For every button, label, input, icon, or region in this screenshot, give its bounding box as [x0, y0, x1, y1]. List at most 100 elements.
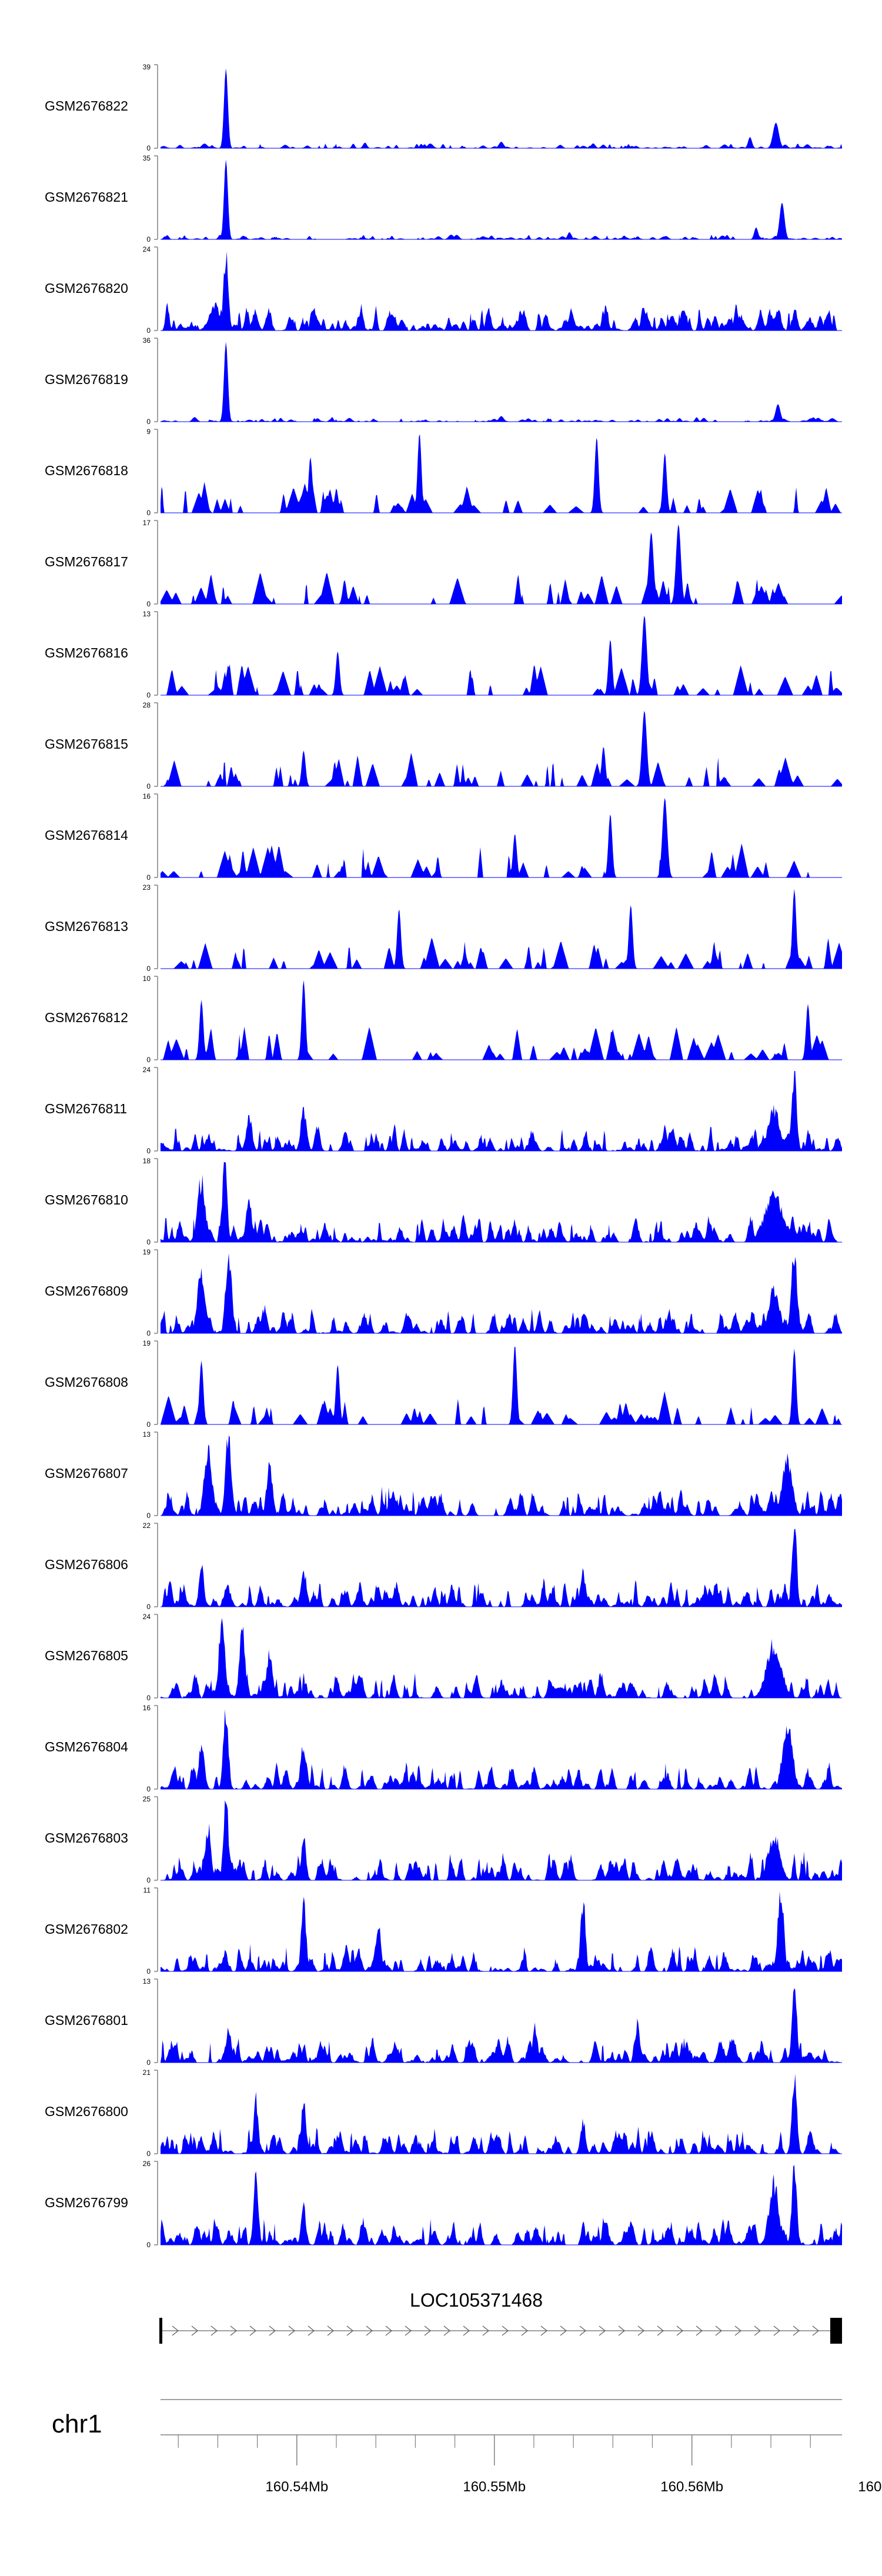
track-ymin-label: 0: [146, 1511, 151, 1520]
track-ymax-label: 28: [143, 701, 151, 709]
track-label: GSM2676821: [45, 189, 128, 205]
track-label: GSM2676816: [45, 645, 128, 660]
track-ymin-label: 0: [146, 1238, 151, 1246]
track-signal: [161, 251, 842, 331]
track-ymax-label: 39: [143, 63, 151, 71]
strand-arrow: [482, 2325, 490, 2336]
track-ymax-label: 21: [143, 2068, 151, 2077]
strand-arrow: [463, 2325, 470, 2336]
track-signal: [161, 159, 842, 239]
track-GSM2676810: GSM2676810 18 0: [45, 1157, 842, 1246]
track-GSM2676814: GSM2676814 16 0: [45, 792, 842, 882]
track-label: GSM2676806: [45, 1557, 128, 1572]
track-label: GSM2676820: [45, 281, 128, 296]
track-label: GSM2676812: [45, 1010, 128, 1025]
track-signal: [161, 1529, 842, 1607]
strand-arrow: [211, 2325, 218, 2336]
track-ymin-label: 0: [146, 873, 151, 882]
track-ymin-label: 0: [146, 509, 151, 517]
track-signal: [161, 980, 842, 1060]
strand-arrow: [288, 2325, 296, 2336]
track-ymax-label: 17: [143, 519, 151, 527]
track-GSM2676803: GSM2676803 25 0: [45, 1795, 842, 1884]
track-ymin-label: 0: [146, 418, 151, 426]
track-GSM2676813: GSM2676813 23 0: [45, 883, 842, 973]
track-ymax-label: 24: [143, 245, 151, 253]
track-GSM2676809: GSM2676809 19 0: [45, 1248, 842, 1337]
track-GSM2676804: GSM2676804 16 0: [45, 1704, 842, 1793]
track-GSM2676812: GSM2676812 10 0: [45, 975, 842, 1064]
track-GSM2676800: GSM2676800 21 0: [45, 2068, 842, 2158]
track-signal: [161, 342, 842, 422]
track-ymin-label: 0: [146, 235, 151, 243]
strand-arrow: [424, 2325, 432, 2336]
axis-tick-label: 160.54Mb: [265, 2479, 328, 2495]
track-signal: [161, 1436, 842, 1516]
track-GSM2676820: GSM2676820 24 0: [45, 245, 842, 335]
strand-arrow: [172, 2325, 179, 2336]
track-GSM2676816: GSM2676816 13 0: [45, 610, 842, 699]
strand-arrow: [269, 2325, 276, 2336]
track-ymin-label: 0: [146, 1147, 151, 1155]
track-signal: [161, 1891, 842, 1971]
track-ymax-label: 22: [143, 1521, 151, 1530]
track-ymin-label: 0: [146, 2150, 151, 2158]
track-label: GSM2676811: [45, 1101, 127, 1116]
genome-axis-panel: chr1 160.54Mb 160.55Mb 160.56Mb 160.57Mb: [52, 2399, 882, 2495]
track-signal: [161, 798, 842, 877]
track-ymax-label: 35: [143, 154, 151, 162]
track-label: GSM2676819: [45, 372, 128, 387]
track-label: GSM2676804: [45, 1739, 128, 1754]
track-ymin-label: 0: [146, 1876, 151, 1884]
strand-arrow: [443, 2325, 451, 2336]
track-label: GSM2676807: [45, 1466, 128, 1481]
track-ymax-label: 19: [143, 1248, 151, 1256]
strand-arrow: [308, 2325, 315, 2336]
track-ymin-label: 0: [146, 1056, 151, 1064]
track-GSM2676815: GSM2676815 28 0: [45, 701, 842, 790]
strand-arrow: [191, 2325, 199, 2336]
track-signal: [161, 615, 842, 695]
strand-arrow: [696, 2325, 703, 2336]
gene-annotation-panel: LOC105371468: [159, 2290, 842, 2344]
track-ymin-label: 0: [146, 782, 151, 790]
track-ymax-label: 18: [143, 1157, 151, 1165]
track-ymax-label: 24: [143, 1613, 151, 1621]
track-ymax-label: 26: [143, 2160, 151, 2168]
strand-arrow: [657, 2325, 664, 2336]
track-label: GSM2676817: [45, 554, 128, 569]
track-GSM2676802: GSM2676802 11 0: [45, 1886, 842, 1976]
track-signal: [161, 2165, 842, 2245]
track-ymax-label: 13: [143, 1977, 151, 1986]
track-signal: [161, 1988, 842, 2063]
track-ymin-label: 0: [146, 1785, 151, 1793]
track-signal: [161, 889, 842, 969]
strand-arrow: [385, 2325, 393, 2336]
track-label: GSM2676818: [45, 463, 128, 478]
track-ymin-label: 0: [146, 600, 151, 608]
track-GSM2676808: GSM2676808 19 0: [45, 1339, 842, 1429]
strand-arrow: [715, 2325, 723, 2336]
track-ymax-label: 13: [143, 610, 151, 618]
track-ymax-label: 16: [143, 1704, 151, 1712]
chromosome-label: chr1: [52, 2410, 102, 2438]
track-ymin-label: 0: [146, 1694, 151, 1702]
track-label: GSM2676814: [45, 827, 128, 843]
track-GSM2676818: GSM2676818 9 0: [45, 428, 842, 517]
strand-arrow: [366, 2325, 373, 2336]
track-ymin-label: 0: [146, 965, 151, 973]
track-GSM2676807: GSM2676807 13 0: [45, 1430, 842, 1520]
track-ymax-label: 10: [143, 975, 151, 983]
strand-arrow: [502, 2325, 509, 2336]
strand-arrow: [812, 2325, 820, 2336]
track-label: GSM2676809: [45, 1283, 128, 1299]
strand-arrow: [618, 2325, 626, 2336]
track-signal: [161, 68, 842, 148]
strand-arrow: [540, 2325, 548, 2336]
track-GSM2676806: GSM2676806 22 0: [45, 1521, 842, 1611]
track-panel: GSM2676822390GSM2676821350GSM2676820240G…: [45, 63, 842, 2249]
track-ymax-label: 16: [143, 792, 151, 800]
track-ymax-label: 24: [143, 1066, 151, 1074]
gene-model: [159, 2318, 842, 2344]
